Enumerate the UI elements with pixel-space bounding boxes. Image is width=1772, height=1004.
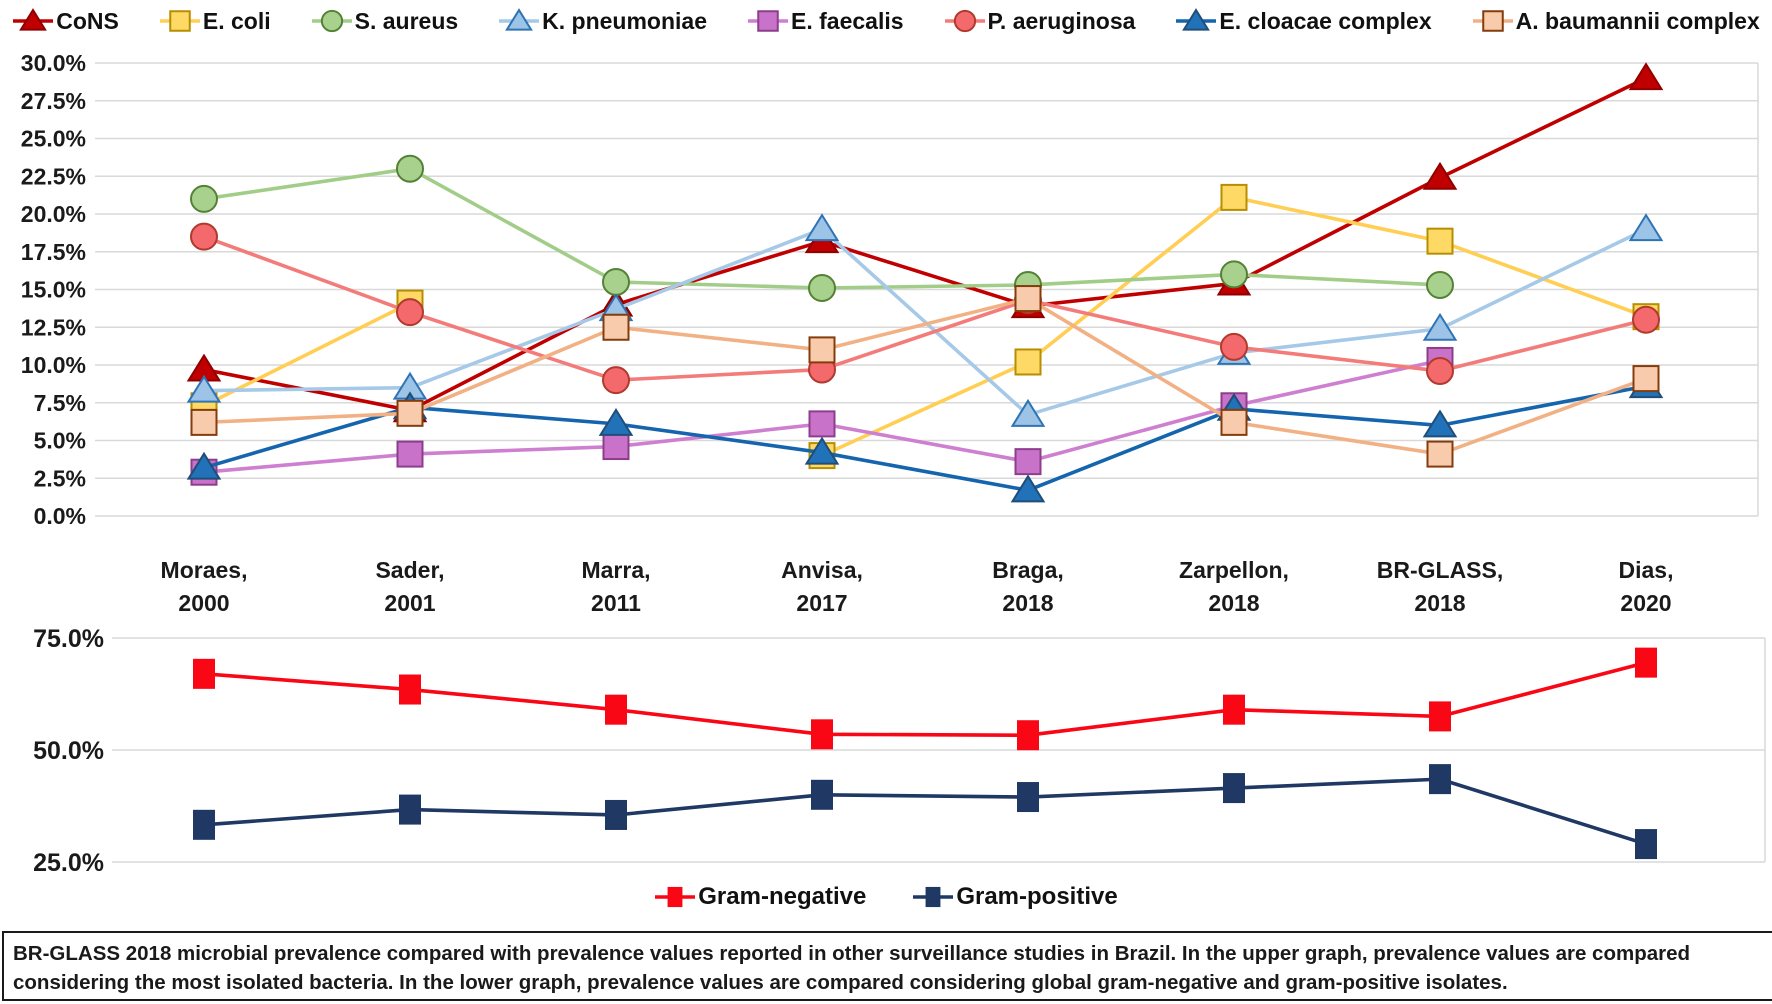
svg-text:22.5%: 22.5% xyxy=(21,163,86,189)
svg-text:Braga,: Braga, xyxy=(992,557,1064,583)
legend-item-a-baumannii-complex: A. baumannii complex xyxy=(1472,7,1760,35)
legend-item-gram-positive: Gram-positive xyxy=(912,883,1118,911)
legend-label: K. pneumoniae xyxy=(542,7,708,34)
legend-label: E. coli xyxy=(202,7,271,34)
legend-label: P. aeruginosa xyxy=(987,7,1136,34)
svg-text:Zarpellon,: Zarpellon, xyxy=(1179,557,1289,583)
svg-text:Moraes,: Moraes, xyxy=(161,557,248,583)
svg-text:17.5%: 17.5% xyxy=(21,239,86,265)
legend-item-e-coli: E. coli xyxy=(159,7,271,35)
legend-item-p-aeruginosa: P. aeruginosa xyxy=(944,7,1136,35)
svg-text:BR-GLASS,: BR-GLASS, xyxy=(1377,557,1504,583)
svg-text:2020: 2020 xyxy=(1620,590,1671,616)
legend-marker-icon xyxy=(1176,8,1217,31)
svg-text:Marra,: Marra, xyxy=(581,557,650,583)
svg-text:2000: 2000 xyxy=(178,590,229,616)
svg-text:2018: 2018 xyxy=(1414,590,1465,616)
svg-text:2011: 2011 xyxy=(591,590,641,616)
svg-text:7.5%: 7.5% xyxy=(34,390,86,416)
legend-marker-icon xyxy=(748,10,789,32)
legend-label: E. cloacae complex xyxy=(1219,7,1432,34)
legend-marker-icon xyxy=(913,886,954,908)
legend-item-gram-negative: Gram-negative xyxy=(654,883,866,911)
svg-text:50.0%: 50.0% xyxy=(33,737,104,765)
legend-label: Gram-negative xyxy=(698,883,867,910)
svg-text:12.5%: 12.5% xyxy=(21,314,86,340)
svg-text:2001: 2001 xyxy=(384,590,435,616)
legend-item-s-aureus: S. aureus xyxy=(311,7,459,35)
legend-marker-icon xyxy=(13,8,54,31)
legend-item-e-cloacae-complex: E. cloacae complex xyxy=(1175,7,1432,35)
legend-label: Gram-positive xyxy=(956,883,1118,910)
svg-text:5.0%: 5.0% xyxy=(34,428,86,454)
svg-text:25.0%: 25.0% xyxy=(21,126,86,152)
lower-chart-legend: Gram-negative Gram-positive xyxy=(0,874,1772,920)
legend-marker-icon xyxy=(655,886,696,908)
legend-marker-icon xyxy=(159,10,200,32)
svg-text:2017: 2017 xyxy=(796,590,847,616)
svg-text:27.5%: 27.5% xyxy=(21,88,86,114)
legend-item-cons: CoNS xyxy=(12,7,119,35)
upper-chart-legend: CoNS E. coli S. aureus K. pneumoniae E. faec… xyxy=(0,2,1772,40)
svg-text:Anvisa,: Anvisa, xyxy=(781,557,863,583)
svg-text:2018: 2018 xyxy=(1208,590,1259,616)
svg-text:15.0%: 15.0% xyxy=(21,277,86,303)
svg-text:Sader,: Sader, xyxy=(375,557,444,583)
svg-text:75.0%: 75.0% xyxy=(33,625,104,653)
svg-text:25.0%: 25.0% xyxy=(33,849,104,877)
svg-text:2.5%: 2.5% xyxy=(34,465,86,491)
svg-text:2018: 2018 xyxy=(1002,590,1053,616)
svg-text:20.0%: 20.0% xyxy=(21,201,86,227)
figure-caption: BR-GLASS 2018 microbial prevalence compa… xyxy=(2,931,1772,1001)
legend-item-e-faecalis: E. faecalis xyxy=(747,7,904,35)
legend-marker-icon xyxy=(1472,10,1513,32)
legend-label: CoNS xyxy=(56,7,119,34)
svg-text:Dias,: Dias, xyxy=(1619,557,1674,583)
svg-text:0.0%: 0.0% xyxy=(34,503,86,529)
svg-text:10.0%: 10.0% xyxy=(21,352,86,378)
legend-label: S. aureus xyxy=(354,7,459,34)
legend-marker-icon xyxy=(311,9,352,33)
legend-marker-icon xyxy=(944,9,985,33)
legend-label: E. faecalis xyxy=(791,7,904,34)
legend-label: A. baumannii complex xyxy=(1515,7,1760,34)
legend-marker-icon xyxy=(499,8,540,31)
legend-item-k-pneumoniae: K. pneumoniae xyxy=(498,7,707,35)
svg-text:30.0%: 30.0% xyxy=(21,50,86,76)
